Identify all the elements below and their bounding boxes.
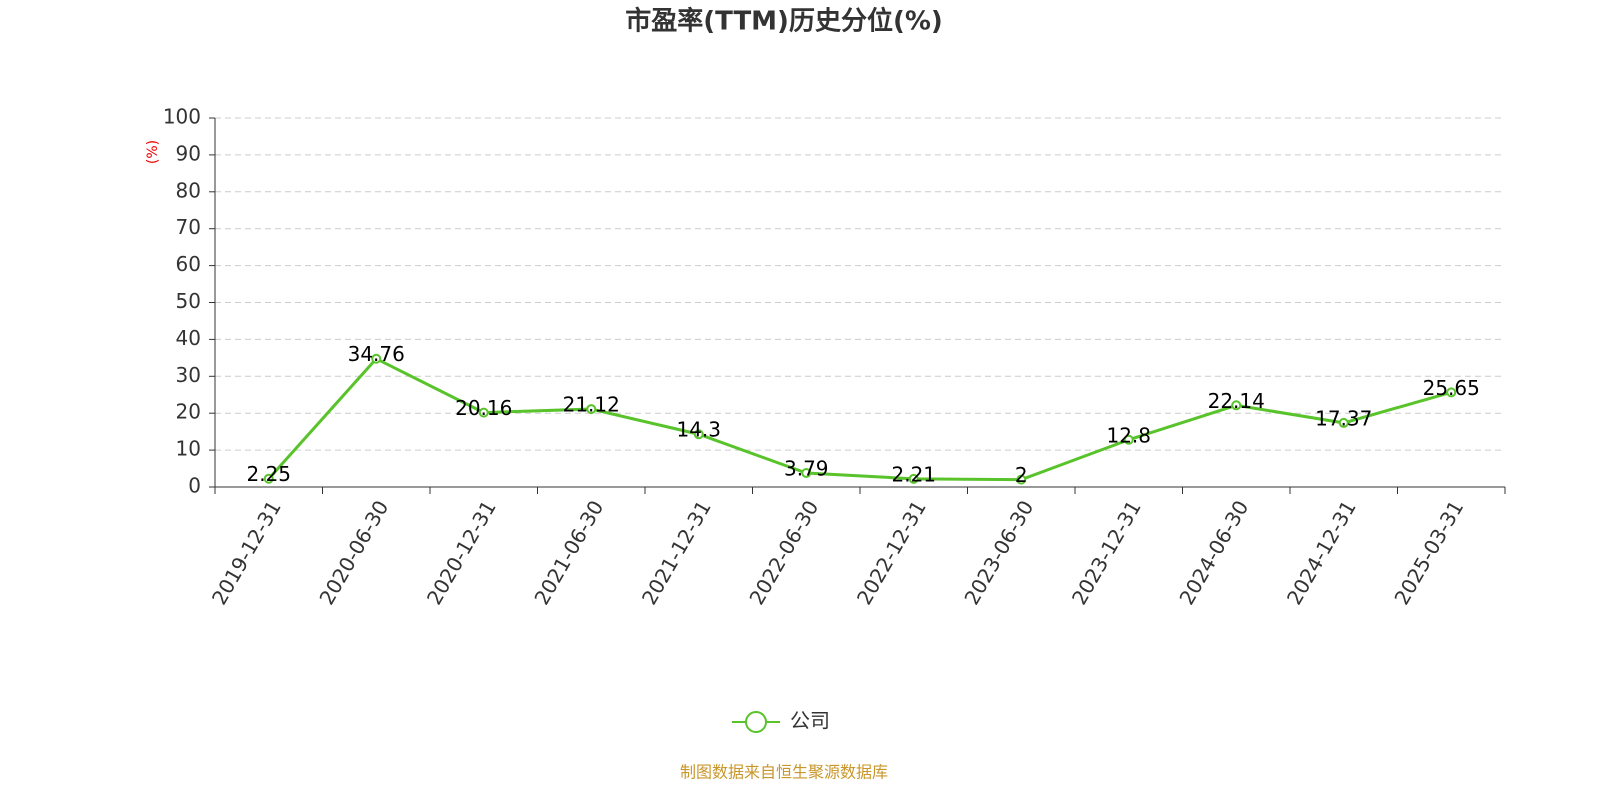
legend-label: 公司: [790, 709, 830, 733]
x-tick-label: 2022-12-31: [852, 496, 931, 609]
point: [1123, 434, 1134, 445]
y-tick-label: 80: [176, 178, 201, 202]
chart-title: 市盈率(TTM)历史分位(%): [625, 6, 943, 37]
data-label: 22.14: [1208, 389, 1265, 413]
x-tick-label: 2019-12-31: [207, 496, 286, 609]
y-tick-label: 100: [163, 105, 201, 129]
x-tick-label: 2024-12-31: [1282, 496, 1361, 609]
point: [1016, 474, 1027, 485]
data-label: 2.25: [246, 462, 291, 486]
source-note: 制图数据来自恒生聚源数据库: [680, 763, 888, 782]
data-label: 20.16: [455, 396, 512, 420]
data-label: 12.8: [1106, 423, 1151, 447]
legend-marker: [745, 711, 767, 733]
y-tick-label: 60: [176, 252, 201, 276]
x-tick-label: 2025-03-31: [1389, 496, 1468, 609]
x-tick-label: 2021-06-30: [529, 496, 608, 609]
point: [1231, 400, 1242, 411]
y-tick-label: 30: [176, 363, 201, 387]
x-tick-label: 2022-06-30: [744, 496, 823, 609]
x-tick-label: 2023-12-31: [1067, 496, 1146, 609]
data-label: 2.21: [891, 462, 936, 486]
y-tick-label: 50: [176, 289, 201, 313]
x-tick-label: 2020-12-31: [422, 496, 501, 609]
data-label: 17.37: [1315, 406, 1372, 430]
data-label: 21.12: [563, 393, 620, 417]
y-tick-label: 40: [176, 326, 201, 350]
y-tick-label: 90: [176, 141, 201, 165]
point: [586, 404, 597, 415]
point: [908, 473, 919, 484]
y-tick-label: 70: [176, 215, 201, 239]
data-label: 25.65: [1423, 376, 1480, 400]
y-tick-label: 10: [176, 437, 201, 461]
data-label: 14.3: [676, 418, 721, 442]
x-tick-label: 2020-06-30: [314, 496, 393, 609]
line: [267, 356, 1452, 482]
data-label: 34.76: [348, 342, 405, 366]
point: [801, 468, 812, 479]
point: [371, 353, 382, 364]
x-tick-label: 2024-06-30: [1174, 496, 1253, 609]
point: [1338, 417, 1349, 428]
point: [263, 473, 274, 484]
point: [478, 407, 489, 418]
data-label: 3.79: [784, 457, 829, 481]
x-tick-label: 2023-06-30: [959, 496, 1038, 609]
y-tick-label: 20: [176, 400, 201, 424]
y-tick-label: 0: [188, 474, 201, 498]
point: [1446, 387, 1457, 398]
x-tick-label: 2021-12-31: [637, 496, 716, 609]
data-label: 2: [1015, 463, 1028, 487]
point: [693, 429, 704, 440]
y-axis-label: (%): [145, 140, 161, 164]
